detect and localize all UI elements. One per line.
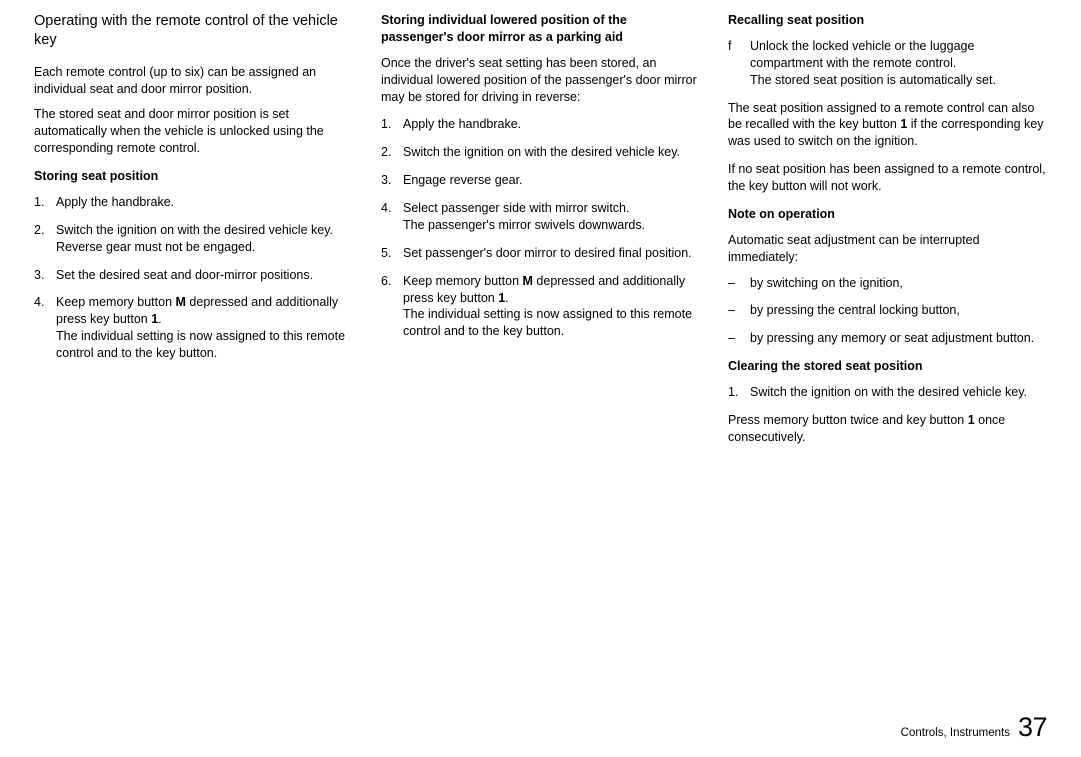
col2-intro: Once the driver's seat setting has been … (381, 55, 700, 106)
step-extra: The individual setting is now assigned t… (403, 306, 700, 340)
page-footer: Controls, Instruments 37 (901, 712, 1047, 743)
step-text: Apply the handbrake. (56, 195, 174, 209)
col3-note-list: by switching on the ignition, by pressin… (728, 275, 1047, 359)
list-item: Apply the handbrake. (34, 194, 353, 211)
step-text: Keep memory button M depressed and addit… (403, 274, 685, 305)
col1-subheading: Storing seat position (34, 168, 353, 185)
list-item: Keep memory button M depressed and addit… (34, 294, 353, 362)
list-item: Set the desired seat and door-mirror pos… (34, 267, 353, 284)
col3-heading-recall: Recalling seat position (728, 12, 1047, 29)
step-extra: Reverse gear must not be engaged. (56, 239, 353, 256)
col2-heading: Storing individual lowered position of t… (381, 12, 700, 46)
t: Press memory button twice and key button (728, 413, 968, 427)
step-text: Set the desired seat and door-mirror pos… (56, 268, 313, 282)
bold: M (176, 295, 186, 309)
footer-page-number: 37 (1018, 712, 1047, 743)
step-text: Switch the ignition on with the desired … (56, 223, 333, 237)
step-text: Select passenger side with mirror switch… (403, 201, 629, 215)
list-item: by pressing any memory or seat adjustmen… (728, 330, 1047, 347)
col3-clear-steps: Switch the ignition on with the desired … (728, 384, 1047, 412)
step-text: Switch the ignition on with the desired … (403, 145, 680, 159)
list-item: Keep memory button M depressed and addit… (381, 273, 700, 341)
footer-section-label: Controls, Instruments (901, 727, 1010, 739)
col3-clear-p: Press memory button twice and key button… (728, 412, 1047, 446)
step-extra: The individual setting is now assigned t… (56, 328, 353, 362)
column-3: Recalling seat position Unlock the locke… (728, 12, 1047, 457)
list-item: Set passenger's door mirror to desired f… (381, 245, 700, 262)
col3-note-p: Automatic seat adjustment can be interru… (728, 232, 1047, 266)
step-text: Keep memory button M depressed and addit… (56, 295, 338, 326)
t: Keep memory button (56, 295, 176, 309)
t: . (505, 291, 508, 305)
action-item: Unlock the locked vehicle or the luggage… (728, 38, 1047, 89)
list-item: by switching on the ignition, (728, 275, 1047, 292)
list-item: Select passenger side with mirror switch… (381, 200, 700, 234)
col1-heading: Operating with the remote control of the… (34, 12, 353, 50)
t: Keep memory button (403, 274, 523, 288)
page-content: Operating with the remote control of the… (0, 0, 1081, 457)
list-item: by pressing the central locking button, (728, 302, 1047, 319)
t: . (158, 312, 161, 326)
col3-heading-clear: Clearing the stored seat position (728, 358, 1047, 375)
col3-heading-note: Note on operation (728, 206, 1047, 223)
col1-steps: Apply the handbrake. Switch the ignition… (34, 194, 353, 373)
action-text: Unlock the locked vehicle or the luggage… (750, 39, 974, 70)
column-1: Operating with the remote control of the… (34, 12, 353, 457)
list-item: Switch the ignition on with the desired … (728, 384, 1047, 401)
step-text: Engage reverse gear. (403, 173, 523, 187)
col1-intro1: Each remote control (up to six) can be a… (34, 64, 353, 98)
list-item: Engage reverse gear. (381, 172, 700, 189)
step-text: Set passenger's door mirror to desired f… (403, 246, 692, 260)
col1-intro2: The stored seat and door mirror position… (34, 106, 353, 157)
bold: M (523, 274, 533, 288)
list-item: Apply the handbrake. (381, 116, 700, 133)
step-extra: The passenger's mirror swivels downwards… (403, 217, 700, 234)
col3-p1: The seat position assigned to a remote c… (728, 100, 1047, 151)
action-extra: The stored seat position is automaticall… (750, 72, 1047, 89)
list-item: Switch the ignition on with the desired … (381, 144, 700, 161)
column-2: Storing individual lowered position of t… (381, 12, 700, 457)
col3-p2: If no seat position has been assigned to… (728, 161, 1047, 195)
bold: 1 (968, 413, 975, 427)
col2-steps: Apply the handbrake. Switch the ignition… (381, 116, 700, 351)
list-item: Switch the ignition on with the desired … (34, 222, 353, 256)
step-text: Apply the handbrake. (403, 117, 521, 131)
